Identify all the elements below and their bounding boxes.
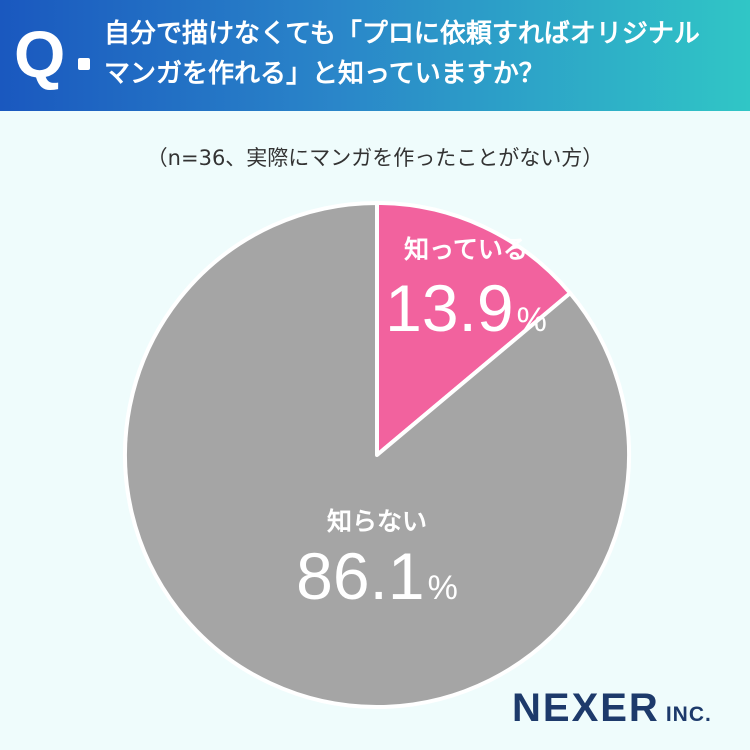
question-line-2: マンガを作れる」と知っていますか？ <box>104 59 545 89</box>
slice-value-label: 13.9% <box>385 271 547 345</box>
question-dot <box>78 58 90 70</box>
pie-slice <box>123 201 631 709</box>
question-banner: Q 自分で描けなくても「プロに依頼すればオリジナル マンガを作れる」と知っていま… <box>0 0 750 111</box>
question-mark-label: Q <box>14 17 66 91</box>
company-logo: NEXER INC. <box>512 686 712 731</box>
slice-value-label: 86.1% <box>296 539 458 613</box>
slice-label: 知らない <box>327 507 427 536</box>
question-text: 自分で描けなくても「プロに依頼すればオリジナル マンガを作れる」と知っていますか… <box>104 14 740 94</box>
slice-label: 知っている <box>404 235 528 264</box>
brand-suffix: INC. <box>665 703 712 726</box>
sample-size-note: （n=36、実際にマンガを作ったことがない方） <box>146 146 604 170</box>
question-line-1: 自分で描けなくても「プロに依頼すればオリジナル <box>104 19 700 49</box>
brand-name: NEXER <box>512 686 660 730</box>
pie-slice <box>375 201 573 457</box>
